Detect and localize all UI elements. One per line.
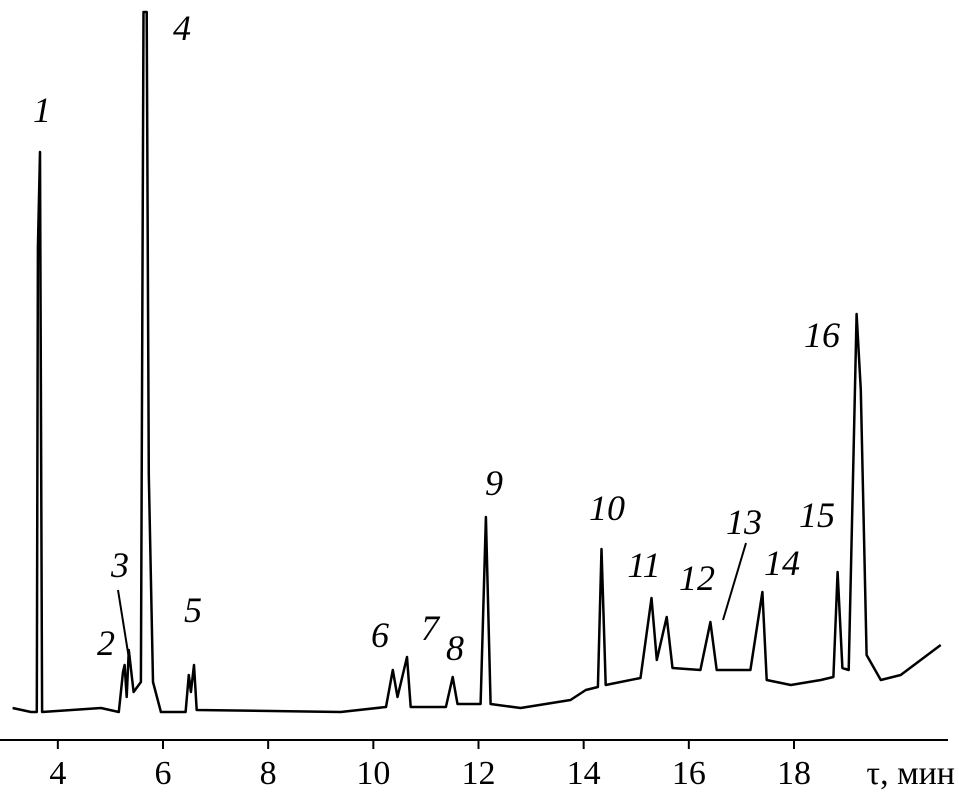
peak-label: 10 xyxy=(589,488,625,528)
x-tick-label: 12 xyxy=(462,755,496,792)
peak-label: 3 xyxy=(110,545,129,585)
x-tick-label: 8 xyxy=(260,755,277,792)
peak-label: 6 xyxy=(371,615,389,655)
x-tick-label: 14 xyxy=(567,755,601,792)
peak-label: 15 xyxy=(799,495,835,535)
x-tick-label: 18 xyxy=(777,755,811,792)
peak-label: 7 xyxy=(421,608,441,648)
x-tick-label: 4 xyxy=(49,755,66,792)
peak-label: 11 xyxy=(627,545,660,585)
peak-label: 13 xyxy=(726,502,762,542)
x-axis-label: τ, мин xyxy=(866,755,955,792)
peak-label: 8 xyxy=(446,628,464,668)
leader-line xyxy=(722,542,747,621)
peak-label: 4 xyxy=(173,8,191,48)
x-tick-label: 6 xyxy=(155,755,172,792)
peak-label: 1 xyxy=(33,90,51,130)
peak-label: 5 xyxy=(184,590,202,630)
peak-label: 14 xyxy=(764,543,800,583)
peak-label: 16 xyxy=(804,315,840,355)
peak-label: 9 xyxy=(485,463,503,503)
peak-label: 12 xyxy=(679,558,715,598)
chromatogram-trace xyxy=(12,10,942,714)
x-tick-label: 16 xyxy=(672,755,706,792)
x-tick-label: 10 xyxy=(356,755,390,792)
peak-label: 2 xyxy=(97,623,115,663)
